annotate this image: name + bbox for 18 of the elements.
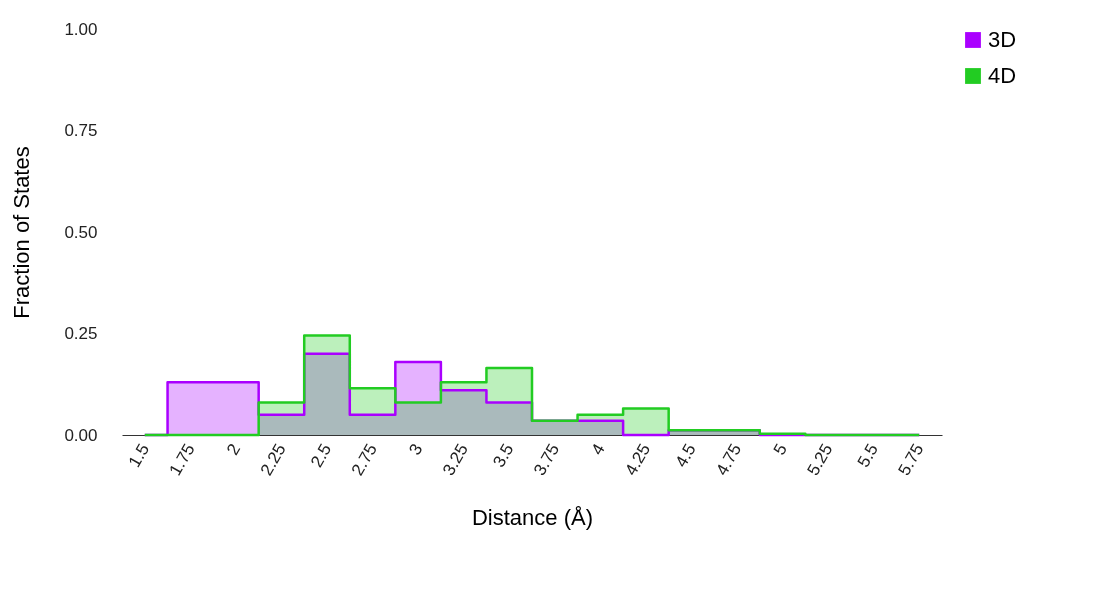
x-tick-label: 1.5 <box>124 440 154 471</box>
y-tick-label: 0.25 <box>64 324 98 343</box>
x-tick-label: 3 <box>405 440 427 459</box>
legend-label: 3D <box>988 27 1017 52</box>
x-tick-label: 5.5 <box>853 440 882 471</box>
y-tick-label: 0.75 <box>64 121 98 140</box>
x-tick-label: 2 <box>222 440 245 459</box>
x-tick-label: 4 <box>587 440 609 459</box>
x-tick-label: 2.5 <box>307 440 336 471</box>
x-tick-label: 5 <box>769 440 791 459</box>
x-tick-label: 4.5 <box>671 440 700 471</box>
x-tick-label: 3.5 <box>489 440 518 471</box>
y-axis-title: Fraction of States <box>9 146 35 319</box>
y-tick-label: 1.00 <box>64 19 98 39</box>
x-axis-title: Distance (Å) <box>471 505 594 531</box>
legend-label: 4D <box>988 63 1017 88</box>
y-tick-label: 0.00 <box>64 425 98 445</box>
y-tick-label: 0.50 <box>64 222 98 242</box>
